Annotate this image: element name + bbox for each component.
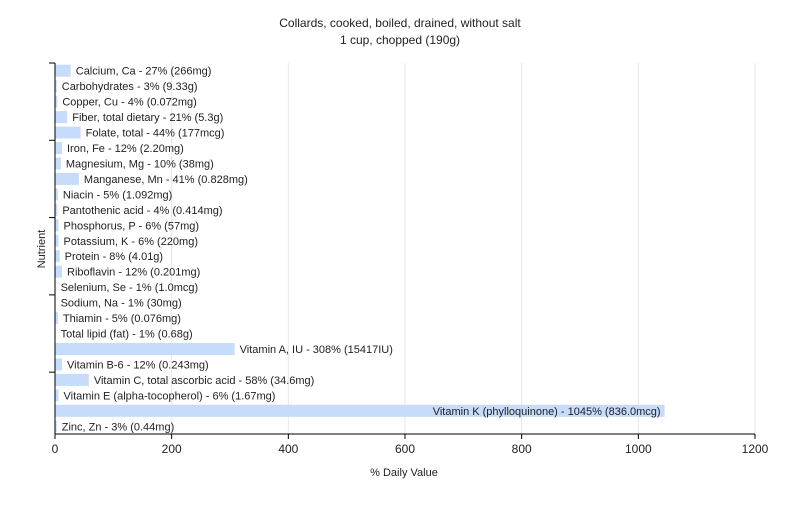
bar-6 [55, 157, 61, 170]
bar-9 [55, 203, 58, 216]
bar-label-0: Calcium, Ca - 27% (266mg) [76, 66, 212, 78]
bar-23 [55, 420, 57, 433]
bar-label-4: Folate, total - 44% (177mcg) [86, 128, 225, 140]
bar-label-9: Pantothenic acid - 4% (0.414mg) [62, 205, 222, 217]
bar-20 [55, 373, 89, 386]
bar-label-13: Riboflavin - 12% (0.201mg) [67, 267, 200, 279]
bar-label-16: Thiamin - 5% (0.076mg) [63, 313, 181, 325]
bar-2 [55, 95, 58, 108]
bar-label-23: Zinc, Zn - 3% (0.44mg) [62, 421, 174, 433]
bar-label-8: Niacin - 5% (1.092mg) [63, 189, 172, 201]
bar-22 [55, 404, 665, 417]
axes: 0 200 400 600 800 1000 1200 [49, 62, 769, 456]
bar-0 [55, 64, 71, 77]
bar-label-15: Sodium, Na - 1% (30mg) [61, 298, 182, 310]
bar-10 [55, 219, 59, 232]
bar-label-2: Copper, Cu - 4% (0.072mg) [62, 97, 197, 109]
bar-label-11: Potassium, K - 6% (220mg) [64, 236, 199, 248]
x-tick-label-600: 600 [395, 442, 415, 456]
bar-label-10: Phosphorus, P - 6% (57mg) [64, 220, 200, 232]
bar-label-17: Total lipid (fat) - 1% (0.68g) [61, 329, 193, 341]
bar-label-21: Vitamin E (alpha-tocopherol) - 6% (1.67m… [64, 390, 276, 402]
bar-19 [55, 358, 62, 371]
x-tick-label-1000: 1000 [625, 442, 652, 456]
bar-4 [55, 126, 81, 139]
bar-label-12: Protein - 8% (4.01g) [65, 251, 163, 263]
bar-21 [55, 389, 59, 402]
bar-1 [55, 80, 57, 93]
bar-label-18: Vitamin A, IU - 308% (15417IU) [240, 344, 393, 356]
chart-subtitle: 1 cup, chopped (190g) [340, 33, 460, 47]
bar-16 [55, 312, 58, 325]
bar-13 [55, 265, 62, 278]
bar-3 [55, 111, 68, 124]
x-tick-label-200: 200 [162, 442, 182, 456]
bar-label-7: Manganese, Mn - 41% (0.828mg) [84, 174, 248, 186]
x-tick-label-800: 800 [512, 442, 532, 456]
bar-label-22: Vitamin K (phylloquinone) - 1045% (836.0… [433, 406, 661, 418]
x-axis-title: % Daily Value [370, 467, 438, 479]
bar-label-6: Magnesium, Mg - 10% (38mg) [66, 158, 214, 170]
bar-label-19: Vitamin B-6 - 12% (0.243mg) [67, 359, 209, 371]
bar-label-14: Selenium, Se - 1% (1.0mcg) [61, 282, 199, 294]
chart-title: Collards, cooked, boiled, drained, witho… [279, 16, 521, 30]
bar-label-20: Vitamin C, total ascorbic acid - 58% (34… [94, 375, 315, 387]
bars: Calcium, Ca - 27% (266mg) Carbohydrates -… [55, 64, 665, 433]
x-tick-label-1200: 1200 [742, 442, 769, 456]
bar-label-3: Fiber, total dietary - 21% (5.3g) [72, 112, 223, 124]
gridlines [171, 63, 756, 434]
bar-18 [55, 342, 235, 355]
bar-label-1: Carbohydrates - 3% (9.33g) [62, 81, 198, 93]
x-tick-label-0: 0 [52, 442, 59, 456]
bar-5 [55, 142, 62, 155]
bar-12 [55, 250, 60, 263]
x-tick-label-400: 400 [278, 442, 298, 456]
bar-11 [55, 234, 59, 247]
bar-7 [55, 172, 79, 185]
bar-label-5: Iron, Fe - 12% (2.20mg) [67, 143, 184, 155]
y-axis-title: Nutrient [36, 230, 48, 269]
bar-8 [55, 188, 58, 201]
